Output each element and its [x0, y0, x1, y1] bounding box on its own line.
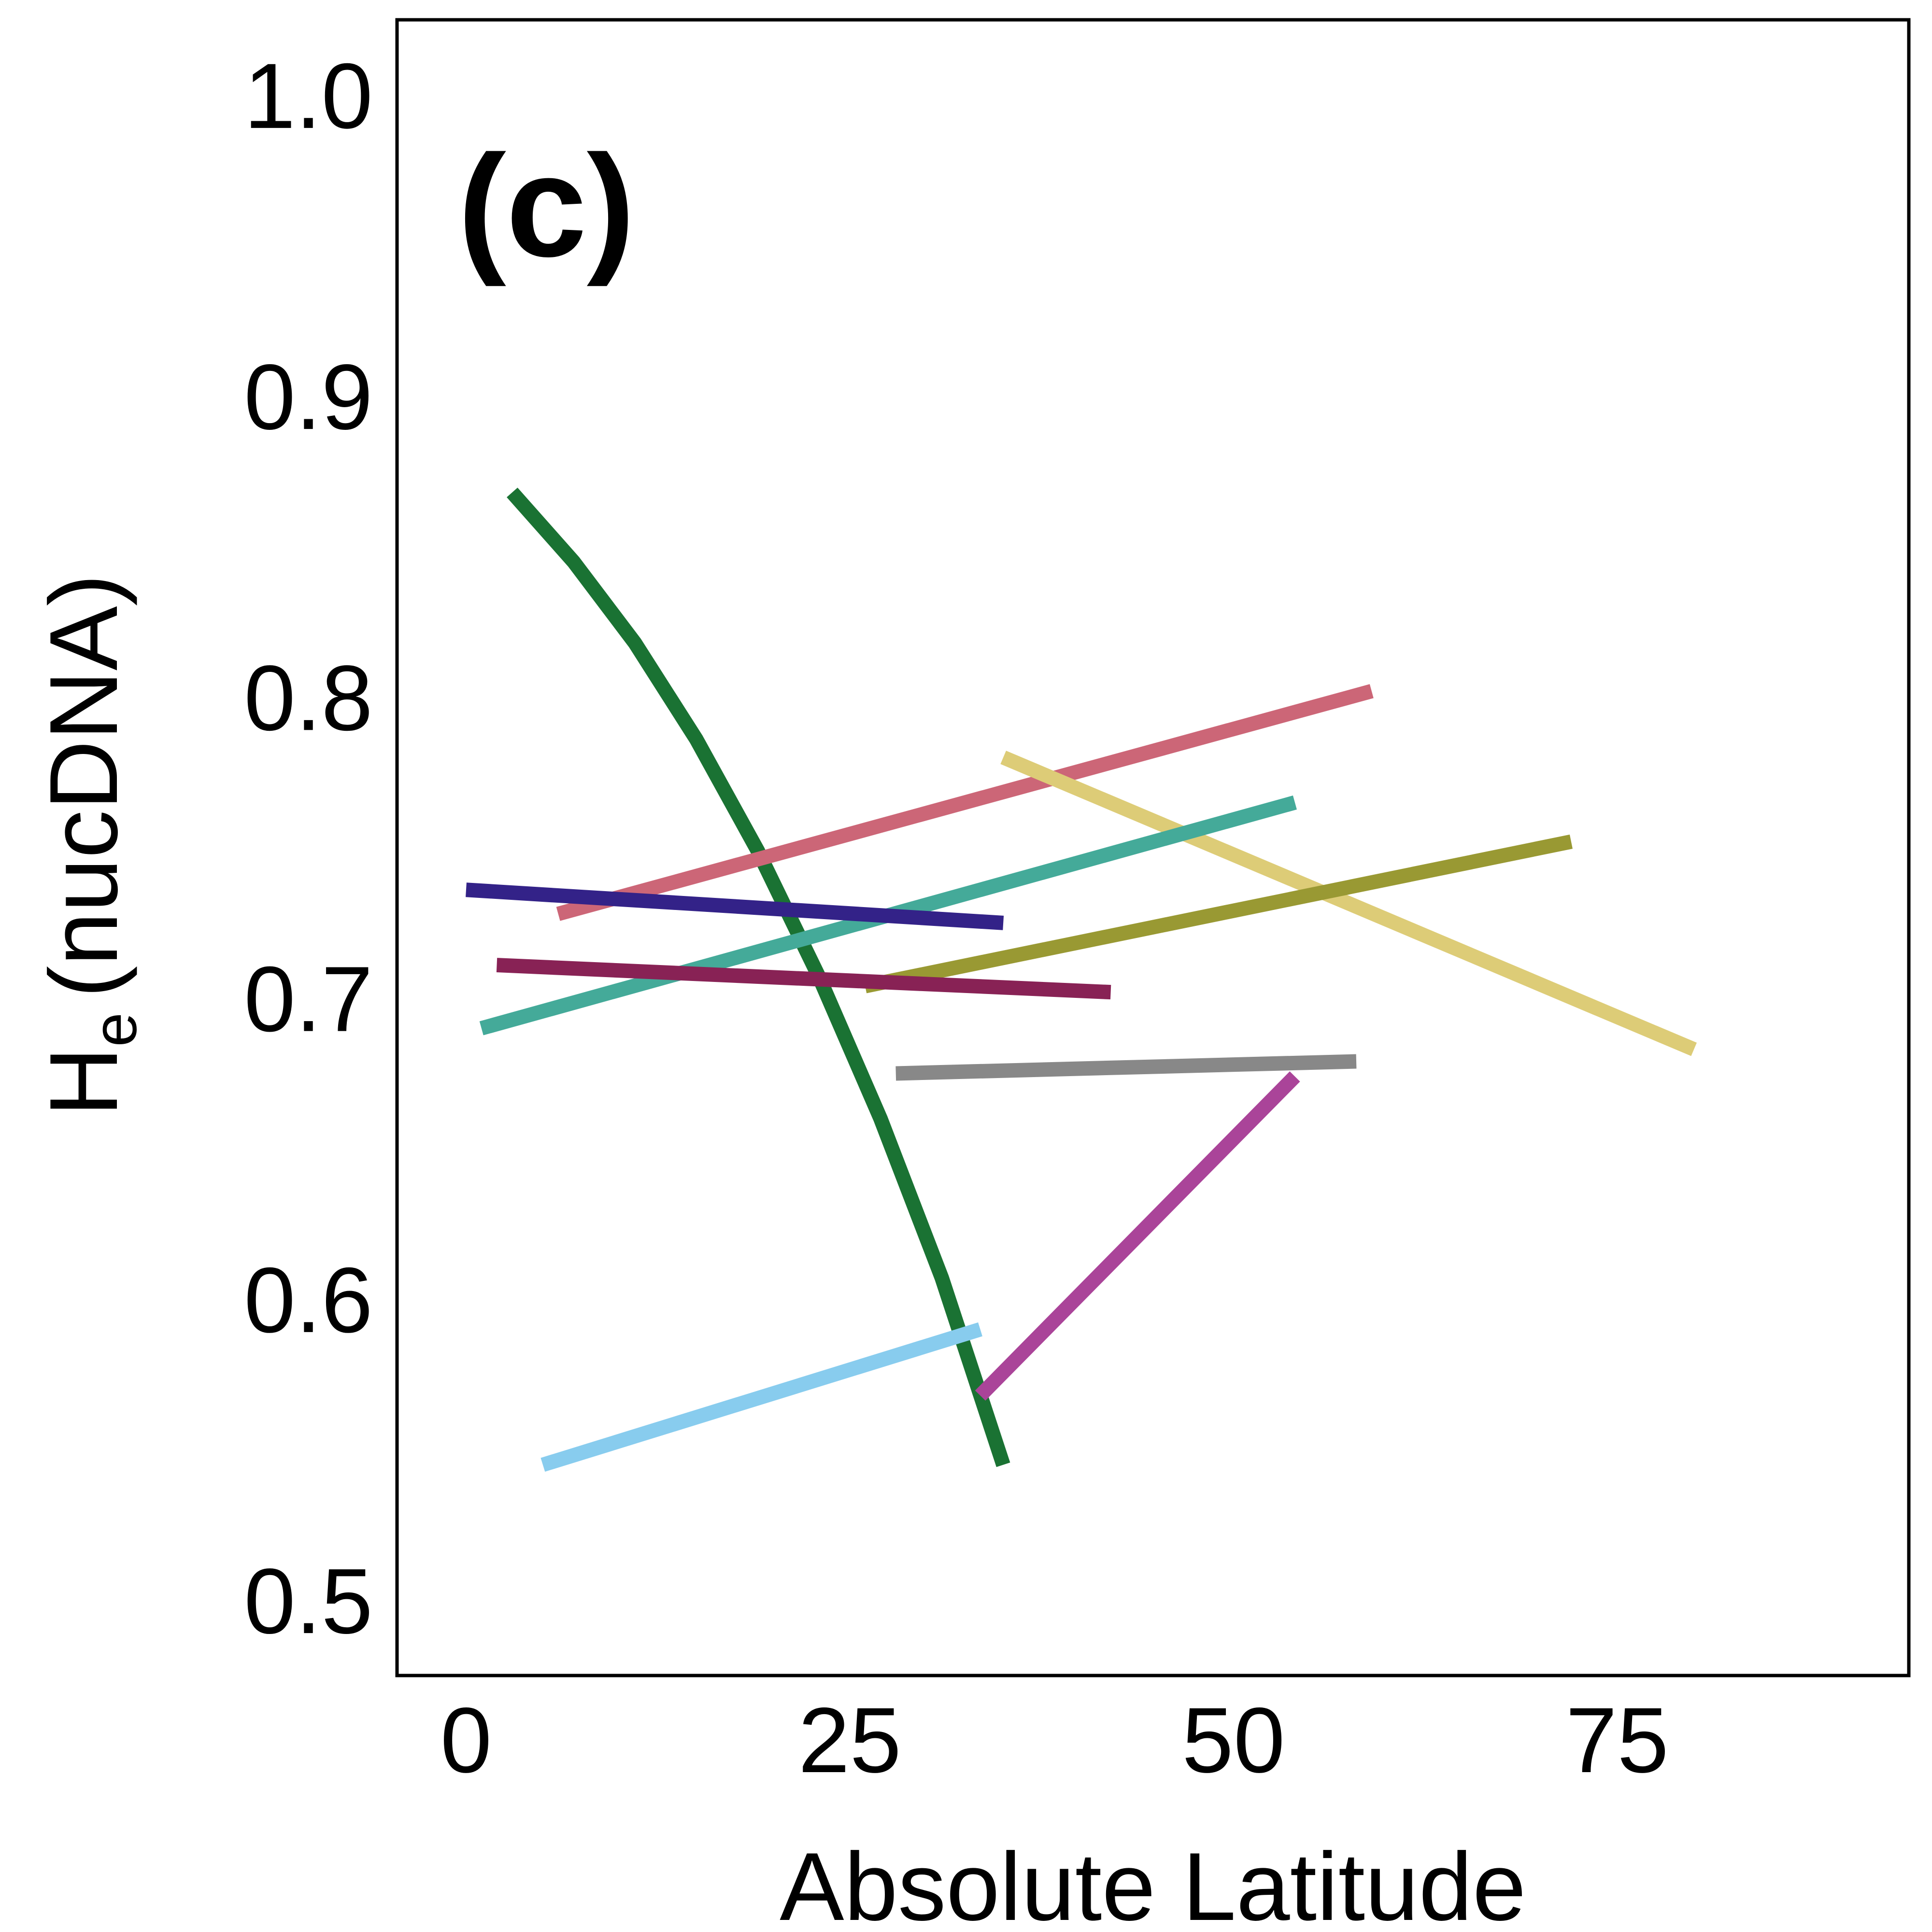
x-axis-title: Absolute Latitude [780, 1833, 1526, 1932]
series-line-3 [1000, 751, 1697, 1056]
y-axis-title-subscript: e [81, 1012, 150, 1047]
series-line-10 [540, 1322, 982, 1472]
series-line-8 [895, 1054, 1357, 1081]
y-axis-title-rest: (nucDNA) [30, 574, 138, 998]
y-tick-label: 0.6 [244, 1248, 373, 1352]
series-line-5 [864, 834, 1573, 994]
y-tick-label: 0.9 [244, 345, 373, 449]
y-tick-label: 0.5 [244, 1549, 373, 1653]
x-tick-label: 25 [798, 1688, 902, 1792]
series-line-1 [507, 487, 1010, 1467]
series-line-9 [975, 1071, 1300, 1401]
series-layer [466, 487, 1697, 1472]
y-axis-ticks: 0.5 0.6 0.7 0.8 0.9 1.0 [244, 44, 373, 1653]
x-tick-label: 75 [1565, 1688, 1669, 1792]
panel-label: (c) [458, 125, 635, 288]
y-tick-label: 0.7 [244, 947, 373, 1051]
series-line-2 [556, 684, 1374, 921]
series-line-6 [466, 882, 1004, 930]
y-tick-label: 1.0 [244, 44, 373, 148]
y-axis-title-main: H [30, 1047, 138, 1116]
y-tick-label: 0.8 [244, 646, 373, 750]
x-tick-label: 0 [440, 1688, 492, 1792]
x-axis-ticks: 0 25 50 75 [440, 1688, 1669, 1792]
x-tick-label: 50 [1182, 1688, 1285, 1792]
y-axis-title: He (nucDNA) [30, 574, 150, 1117]
series-line-7 [496, 958, 1111, 1000]
